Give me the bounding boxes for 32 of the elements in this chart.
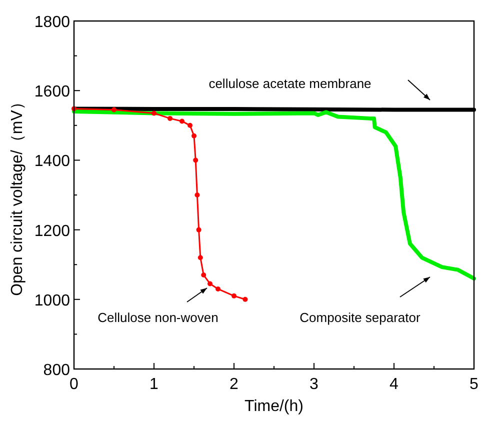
point (201, 272, 206, 278)
x-tick-label: 5 (470, 376, 479, 393)
x-tick-label: 2 (230, 376, 239, 393)
point (242, 296, 248, 302)
annotation: Composite separator (300, 310, 422, 325)
y-tick-label: 1800 (34, 14, 70, 31)
y-tick-label: 1200 (34, 222, 70, 240)
point (168, 116, 172, 121)
point (198, 255, 203, 260)
point (193, 158, 198, 163)
point (232, 293, 236, 298)
x-tick-label: 4 (390, 376, 399, 393)
point (192, 133, 196, 138)
point (194, 192, 200, 198)
x-axis-title: Time/(h) (244, 398, 304, 415)
point (180, 118, 184, 124)
x-tick-label: 3 (310, 376, 319, 393)
y-tick-label: 800 (43, 362, 70, 379)
point (152, 110, 156, 116)
point (216, 286, 220, 292)
point (188, 122, 192, 128)
x-tick-label: 0 (70, 376, 79, 393)
annotation: Cellulose non-woven (98, 310, 218, 325)
point (196, 227, 202, 232)
point (112, 107, 116, 112)
y-tick-label: 1600 (34, 84, 70, 101)
annotation: cellulose acetate membrane (208, 76, 372, 91)
y-axis-title: Open circuit voltage/（mV） (9, 94, 26, 296)
y-tick-label: 1000 (34, 292, 70, 310)
y-tick-label: 1400 (34, 153, 70, 170)
x-tick-label: 1 (150, 376, 159, 393)
point (208, 281, 212, 286)
